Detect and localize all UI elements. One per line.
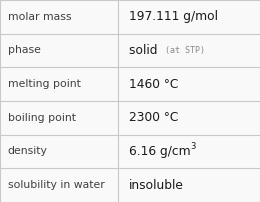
Text: boiling point: boiling point: [8, 113, 76, 123]
Text: 197.111 g/mol: 197.111 g/mol: [129, 10, 218, 23]
Text: 1460 °C: 1460 °C: [129, 78, 178, 91]
Text: density: density: [8, 146, 48, 157]
Text: 3: 3: [190, 142, 196, 151]
Text: solid: solid: [129, 44, 165, 57]
Text: solubility in water: solubility in water: [8, 180, 105, 190]
Text: 6.16 g/cm: 6.16 g/cm: [129, 145, 190, 158]
Text: molar mass: molar mass: [8, 12, 71, 22]
Text: 2300 °C: 2300 °C: [129, 111, 178, 124]
Text: insoluble: insoluble: [129, 179, 184, 192]
Text: (at STP): (at STP): [165, 46, 205, 55]
Text: melting point: melting point: [8, 79, 81, 89]
Text: phase: phase: [8, 45, 41, 56]
